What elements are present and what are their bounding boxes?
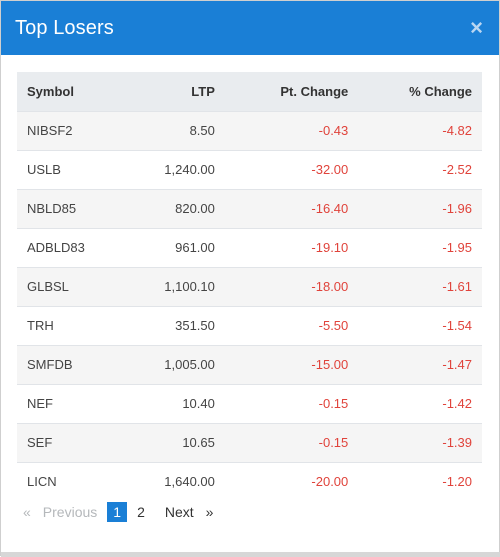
header-symbol[interactable]: Symbol — [27, 83, 74, 99]
cell-pt-change: -15.00 — [311, 357, 349, 372]
cell-pt-change: -20.00 — [311, 474, 349, 490]
losers-table: Symbol LTP Pt. Change % Change NIBSF2 8.… — [17, 72, 482, 501]
cell-pt-change: -16.40 — [311, 201, 349, 216]
cell-pct-change: -2.52 — [442, 162, 472, 177]
cell-pt-change: -0.15 — [318, 435, 349, 450]
cell-pct-change: -1.42 — [442, 396, 472, 411]
cell-pct-change: -1.96 — [442, 201, 472, 216]
cell-symbol: GLBSL — [27, 279, 69, 294]
cell-symbol: USLB — [27, 162, 61, 177]
cell-symbol: NIBSF2 — [27, 123, 73, 138]
table-row: NEF 10.40 -0.15 -1.42 — [17, 384, 482, 423]
header-pct-change[interactable]: % Change — [409, 83, 472, 99]
table-row: SEF 10.65 -0.15 -1.39 — [17, 423, 482, 462]
page-1-link[interactable]: 1 — [107, 502, 128, 522]
cell-ltp: 10.65 — [182, 435, 215, 450]
close-icon[interactable]: × — [470, 15, 483, 40]
cell-symbol: SMFDB — [27, 357, 73, 372]
table-row: NBLD85 820.00 -16.40 -1.96 — [17, 189, 482, 228]
cell-pct-change: -1.95 — [442, 240, 472, 255]
cell-pct-change: -1.54 — [442, 318, 472, 333]
table-row: USLB 1,240.00 -32.00 -2.52 — [17, 150, 482, 189]
pagination: « Previous 1 2 Next » — [17, 501, 219, 523]
table-row: TRH 351.50 -5.50 -1.54 — [17, 306, 482, 345]
cell-symbol: LICN — [27, 474, 57, 490]
cell-pct-change: -1.61 — [442, 279, 472, 294]
table-row: LICN 1,640.00 -20.00 -1.20 — [17, 462, 482, 501]
cell-symbol: NBLD85 — [27, 201, 77, 216]
cell-ltp: 1,640.00 — [164, 474, 215, 490]
cell-ltp: 1,100.10 — [164, 279, 215, 294]
cell-ltp: 1,005.00 — [164, 357, 215, 372]
previous-arrow-icon: « — [23, 504, 31, 520]
modal-bottom-border — [1, 552, 500, 557]
next-arrow-icon[interactable]: » — [205, 504, 214, 520]
cell-ltp: 961.00 — [175, 240, 215, 255]
cell-symbol: TRH — [27, 318, 54, 333]
table-row: GLBSL 1,100.10 -18.00 -1.61 — [17, 267, 482, 306]
cell-pt-change: -0.43 — [318, 123, 349, 138]
cell-pt-change: -0.15 — [318, 396, 349, 411]
cell-pt-change: -19.10 — [311, 240, 349, 255]
cell-ltp: 351.50 — [175, 318, 215, 333]
table-container: Symbol LTP Pt. Change % Change NIBSF2 8.… — [17, 72, 482, 501]
cell-pct-change: -1.20 — [442, 474, 472, 490]
cell-ltp: 1,240.00 — [164, 162, 215, 177]
cell-ltp: 10.40 — [182, 396, 215, 411]
page-2-link[interactable]: 2 — [137, 504, 145, 520]
table-row: NIBSF2 8.50 -0.43 -4.82 — [17, 111, 482, 150]
cell-pct-change: -1.47 — [442, 357, 472, 372]
cell-pct-change: -1.39 — [442, 435, 472, 450]
next-page-link[interactable]: Next — [164, 504, 194, 520]
cell-pt-change: -32.00 — [311, 162, 349, 177]
previous-page-link[interactable]: Previous — [42, 504, 98, 520]
header-ltp[interactable]: LTP — [191, 83, 215, 99]
cell-ltp: 820.00 — [175, 201, 215, 216]
cell-pct-change: -4.82 — [442, 123, 472, 138]
table-header-row: Symbol LTP Pt. Change % Change — [17, 72, 482, 111]
cell-symbol: NEF — [27, 396, 53, 411]
cell-pt-change: -5.50 — [318, 318, 349, 333]
cell-symbol: ADBLD83 — [27, 240, 85, 255]
table-row: ADBLD83 961.00 -19.10 -1.95 — [17, 228, 482, 267]
header-pt-change[interactable]: Pt. Change — [280, 83, 349, 99]
cell-pt-change: -18.00 — [311, 279, 349, 294]
cell-ltp: 8.50 — [189, 123, 215, 138]
modal-title: Top Losers — [15, 16, 114, 39]
cell-symbol: SEF — [27, 435, 53, 450]
modal-header: Top Losers × — [1, 1, 499, 55]
table-row: SMFDB 1,005.00 -15.00 -1.47 — [17, 345, 482, 384]
